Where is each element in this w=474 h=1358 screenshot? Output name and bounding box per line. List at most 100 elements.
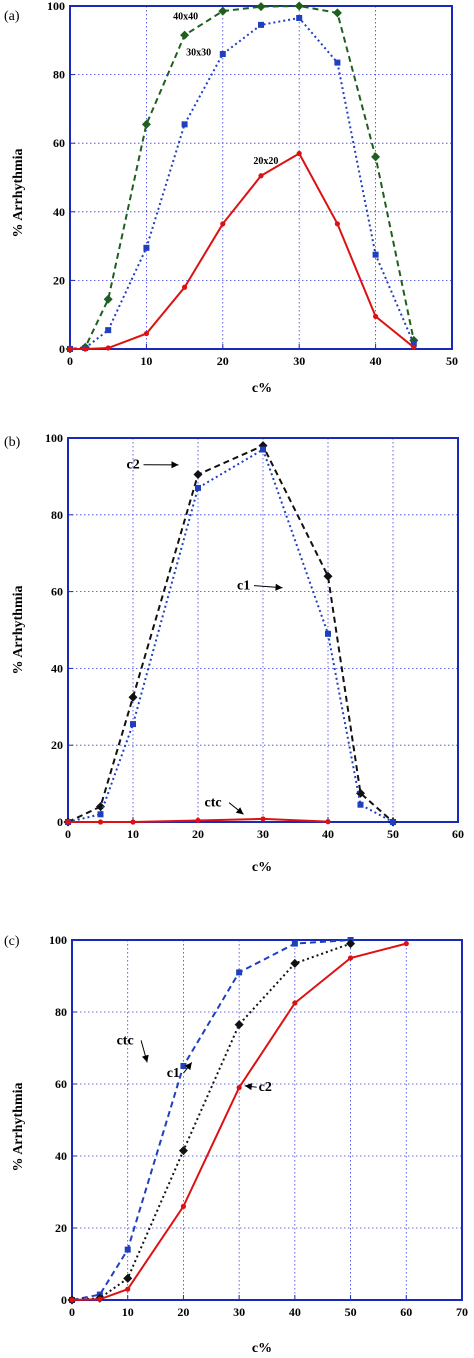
y-tick-label: 40	[55, 1149, 67, 1163]
x-tick-label: 0	[67, 354, 73, 368]
x-tick-label: 20	[177, 1305, 189, 1319]
data-point	[123, 1273, 133, 1283]
y-tick-label: 0	[57, 815, 63, 829]
annotation-arrow-head	[275, 583, 283, 591]
data-point	[334, 59, 341, 66]
data-point	[143, 330, 149, 337]
data-point	[97, 1296, 103, 1302]
panel-b: (b) % Arrhythmia c% 0 10 20 30 40 50 60 0 20 40 60…	[4, 431, 464, 875]
data-point	[292, 1000, 298, 1006]
y-tick-label: 80	[55, 1005, 67, 1019]
y-tick-label: 100	[47, 0, 65, 13]
data-point	[130, 721, 136, 728]
data-point	[234, 1020, 244, 1030]
data-point	[193, 469, 203, 479]
data-point	[390, 819, 396, 825]
series-annotation: c1	[167, 1066, 180, 1081]
series-annotation: 30x30	[186, 48, 211, 59]
y-tick-label: 60	[55, 1077, 67, 1091]
panel-c: (c) % Arrhythmia c% 0 10 20 30 40 50 60 70 0 20 40…	[4, 933, 468, 1356]
series-line-ctc	[68, 817, 329, 823]
x-tick-label: 60	[400, 1305, 412, 1319]
data-point	[125, 1286, 131, 1292]
data-point	[294, 1, 304, 11]
data-point	[143, 244, 150, 251]
data-point	[180, 1063, 187, 1069]
x-tick-label: 40	[322, 827, 334, 841]
data-point	[373, 313, 379, 320]
y-tick-label: 100	[45, 431, 63, 445]
data-point	[97, 811, 104, 818]
data-point	[103, 294, 113, 304]
series-annotation: 20x20	[253, 156, 278, 167]
x-axis-label: c%	[252, 860, 272, 875]
y-tick-label: 60	[51, 585, 63, 599]
y-tick-label: 80	[51, 508, 63, 522]
y-tick-label: 60	[53, 136, 65, 150]
x-tick-label: 0	[65, 827, 71, 841]
data-point	[105, 327, 112, 334]
panel-label: (c)	[4, 934, 20, 949]
data-point	[236, 969, 243, 976]
series-annotation: c1	[237, 579, 250, 594]
series-annotation: c2	[127, 458, 140, 473]
series-line-c2	[67, 444, 394, 823]
series-line-c2	[71, 942, 407, 1301]
y-tick-label: 100	[49, 933, 67, 947]
panel-label: (a)	[4, 9, 20, 24]
series-line-40x40	[69, 4, 415, 350]
data-point	[105, 345, 111, 351]
panel-label: (b)	[4, 435, 21, 450]
y-tick-label: 0	[59, 342, 65, 356]
data-point	[357, 801, 364, 808]
data-point	[410, 340, 417, 347]
data-point	[67, 346, 73, 352]
plot-frame	[71, 939, 463, 1301]
annotation-arrow-head	[171, 461, 179, 469]
annotation-arrow-head	[184, 1062, 192, 1071]
data-point	[258, 21, 264, 28]
data-point	[180, 1203, 187, 1209]
series-annotation: ctc	[205, 796, 222, 811]
data-point	[220, 221, 226, 227]
series-line-c1	[67, 448, 394, 823]
series-line-c1	[71, 942, 351, 1301]
data-point	[334, 221, 340, 227]
x-tick-label: 50	[446, 354, 458, 368]
data-point	[256, 2, 266, 12]
data-point	[219, 51, 226, 58]
data-point	[180, 30, 190, 40]
annotation-arrow-head	[244, 1083, 253, 1091]
data-point	[124, 1246, 131, 1253]
data-point	[403, 941, 409, 947]
panel-a: (a) % Arrhythmia c% 0 10 20 30 40 50 0 20 40 60 80…	[4, 0, 458, 396]
data-point	[236, 1085, 242, 1091]
y-axis-label: % Arrhythmia	[11, 1082, 26, 1171]
data-point	[97, 819, 104, 825]
data-point	[96, 802, 105, 812]
x-axis-label: c%	[252, 1341, 272, 1356]
series-annotation: 40x40	[173, 12, 198, 23]
data-point	[69, 1297, 75, 1303]
data-point	[181, 121, 188, 128]
data-point	[218, 6, 228, 16]
x-tick-label: 30	[233, 1305, 245, 1319]
data-point	[260, 446, 266, 453]
x-tick-label: 10	[140, 354, 152, 368]
y-tick-label: 20	[51, 738, 63, 752]
series-line-30x30	[69, 16, 415, 350]
data-point	[290, 958, 300, 968]
x-tick-label: 30	[293, 354, 305, 368]
data-point	[346, 939, 356, 949]
data-point	[325, 819, 331, 825]
x-tick-label: 10	[122, 1305, 134, 1319]
x-tick-label: 40	[370, 354, 382, 368]
x-tick-label: 20	[217, 354, 229, 368]
x-tick-label: 20	[192, 827, 204, 841]
data-point	[260, 816, 266, 822]
data-point	[347, 955, 354, 961]
x-tick-label: 40	[289, 1305, 301, 1319]
x-tick-label: 50	[387, 827, 399, 841]
y-tick-label: 20	[55, 1221, 67, 1235]
